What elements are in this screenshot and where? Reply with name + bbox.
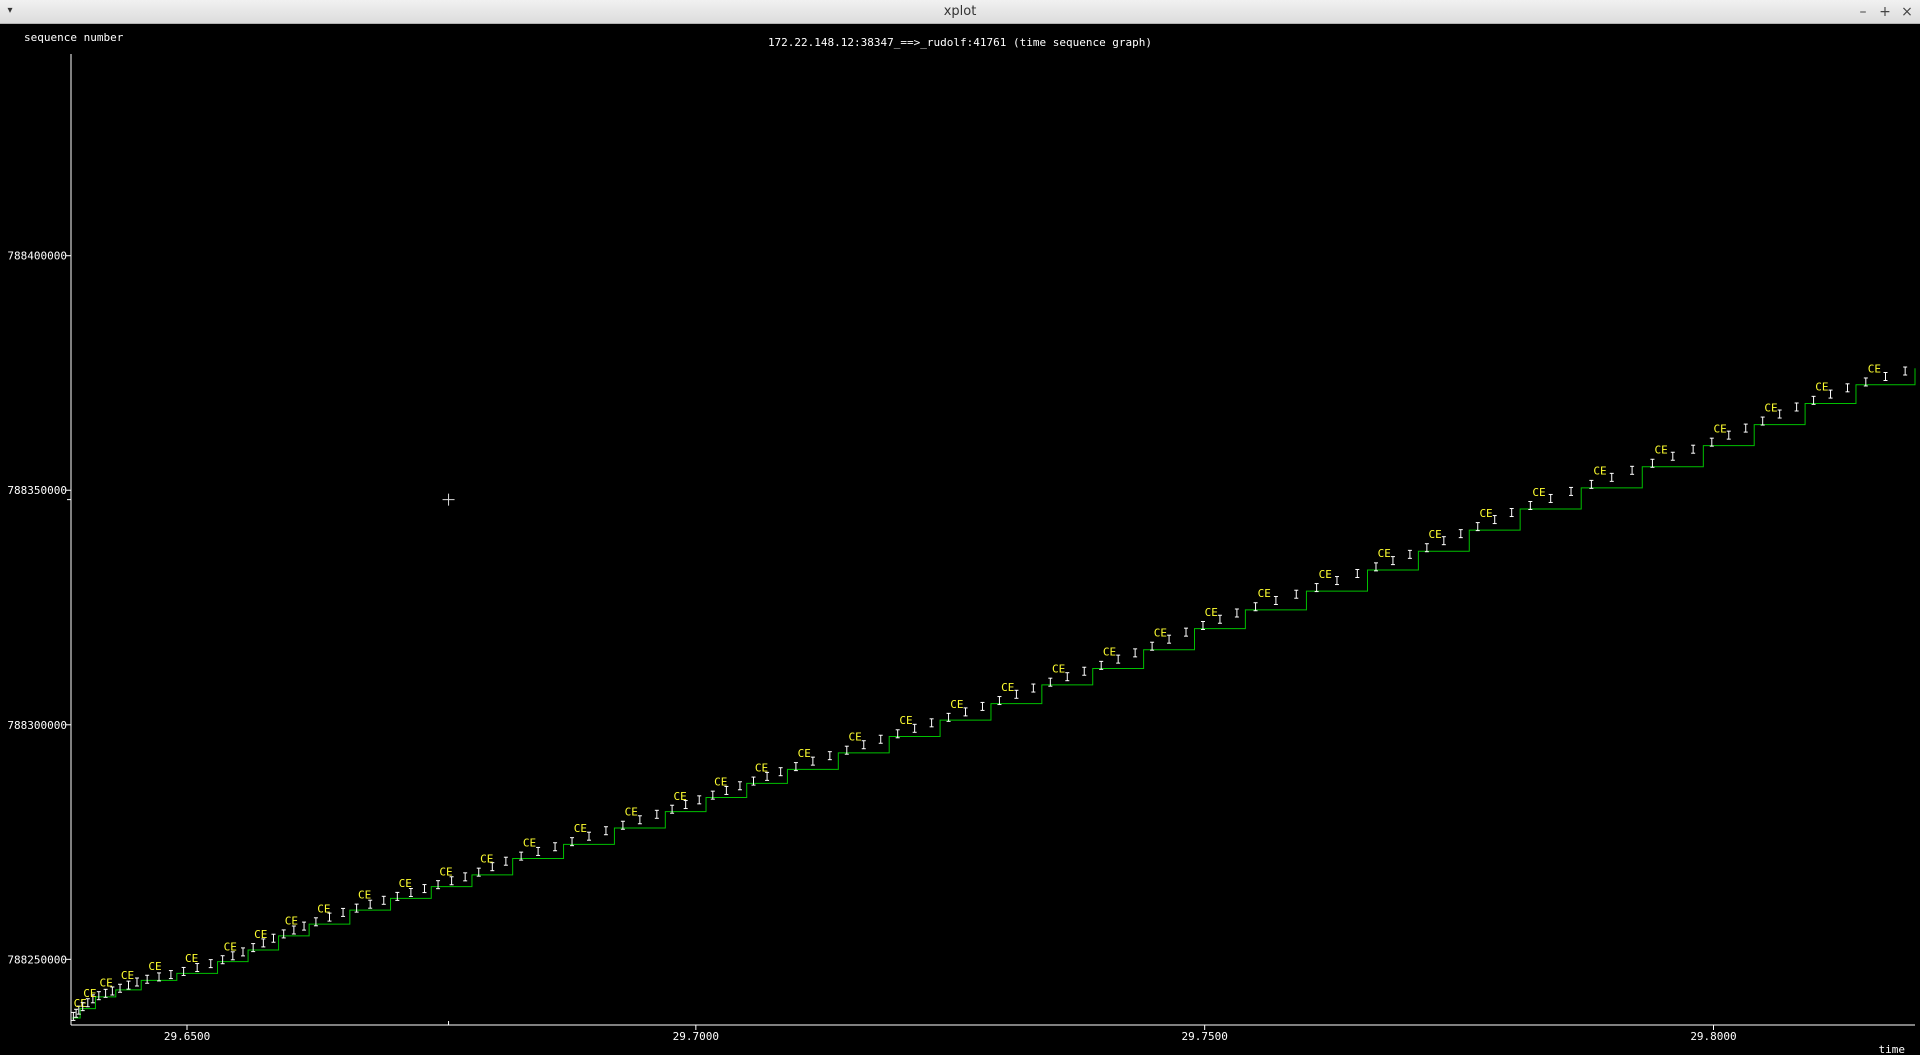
minimize-icon[interactable]: – (1859, 4, 1867, 20)
ce-marker: CE (1205, 606, 1218, 619)
ce-marker: CE (480, 853, 493, 866)
ce-marker: CE (148, 960, 161, 973)
x-tick-label: 29.7000 (673, 1030, 719, 1043)
ce-marker: CE (1714, 422, 1727, 435)
close-icon[interactable]: × (1901, 4, 1913, 20)
ce-marker: CE (1001, 681, 1014, 694)
maximize-icon[interactable]: + (1879, 4, 1891, 20)
ce-marker: CE (1052, 663, 1065, 676)
x-tick-label: 29.6500 (164, 1030, 210, 1043)
x-axis-label: time (1879, 1043, 1906, 1055)
ce-marker: CE (1258, 587, 1271, 600)
ce-marker: CE (673, 790, 686, 803)
y-tick-label: 788400000 (7, 250, 67, 263)
ce-marker: CE (224, 940, 237, 953)
window-menu-icon[interactable]: ▾ (7, 5, 13, 16)
axis-ticks: 29.6500 29.7000 29.7500 29.8000 788250000 788… (7, 250, 1736, 1043)
ack-line (72, 368, 1916, 1019)
ce-marker: CE (1154, 627, 1167, 640)
ce-marker: CE (798, 747, 811, 760)
ce-marker: CE (755, 762, 768, 775)
ce-marker: CE (523, 837, 536, 850)
ce-marker: CE (358, 889, 371, 902)
ce-marker: CE (399, 877, 412, 890)
ce-marker: CE (899, 714, 912, 727)
ce-marker: CE (1593, 465, 1606, 478)
y-axis-label: sequence number (24, 31, 124, 44)
ce-marker: CE (1532, 486, 1545, 499)
ce-marker: CE (439, 865, 452, 878)
ce-marker: CE (1764, 401, 1777, 414)
ce-marker: CE (285, 915, 298, 928)
y-tick-label: 788250000 (7, 953, 67, 966)
ce-marker: CE (1319, 568, 1332, 581)
window-title: xplot (943, 4, 977, 19)
series-group: CE CE CE CE CE CE CE CE CE CE CE CE CE CE CE CE CE CE CE CE… (71, 362, 1916, 1021)
ce-marker: CE (714, 776, 727, 789)
ce-marker: CE (74, 997, 87, 1010)
chart-title: 172.22.148.12:38347_==>_rudolf:41761 (ti… (768, 36, 1152, 49)
x-tick-label: 29.8000 (1690, 1030, 1736, 1043)
ce-marker: CE (185, 952, 198, 965)
ce-marker: CE (1815, 381, 1828, 394)
ce-marker: CE (317, 902, 330, 915)
ce-marker: CE (848, 731, 861, 744)
crosshair-cursor (67, 493, 455, 1025)
time-sequence-plot[interactable]: sequence number 172.22.148.12:38347_==>_… (0, 24, 1920, 1055)
y-tick-label: 788300000 (7, 719, 67, 732)
window-titlebar: ▾ xplot – + × (0, 0, 1920, 24)
ce-marker: CE (1429, 528, 1442, 541)
x-tick-label: 29.7500 (1181, 1030, 1227, 1043)
ce-marker: CE (625, 806, 638, 819)
ce-marker: CE (99, 976, 112, 989)
ce-marker: CE (121, 969, 134, 982)
ce-marker: CE (1479, 507, 1492, 520)
ce-marker: CE (574, 822, 587, 835)
y-tick-label: 788350000 (7, 484, 67, 497)
ce-marker: CE (1868, 362, 1881, 375)
ce-marker: CE (950, 698, 963, 711)
ce-marker: CE (1654, 444, 1667, 457)
ce-marker: CE (1378, 547, 1391, 560)
ce-marker: CE (1103, 646, 1116, 659)
ce-marker: CE (83, 987, 96, 1000)
ce-marker: CE (254, 928, 267, 941)
